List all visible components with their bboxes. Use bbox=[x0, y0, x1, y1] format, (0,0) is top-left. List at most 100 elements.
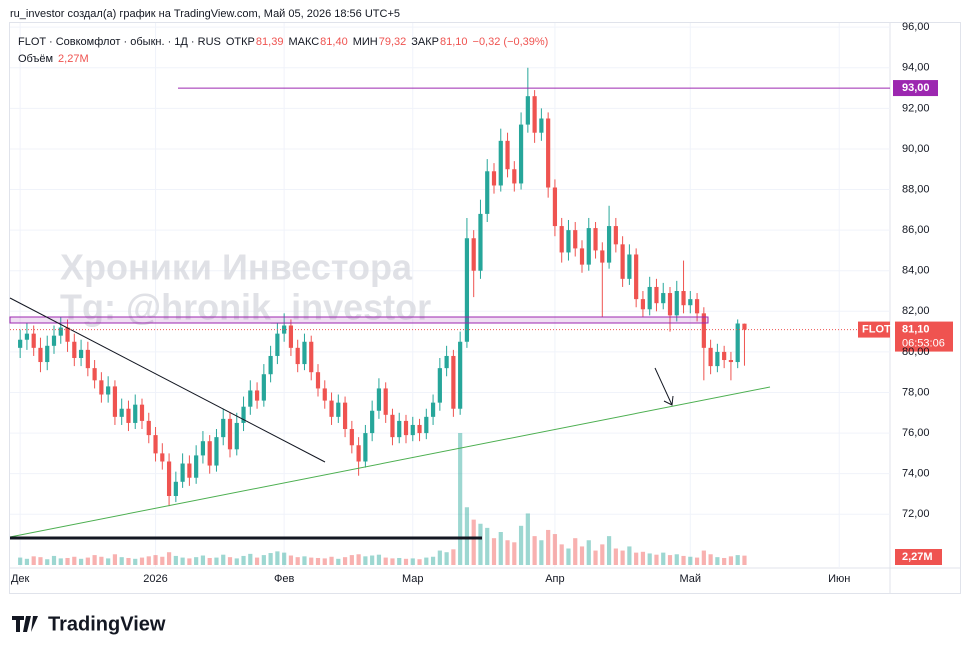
volume-bar bbox=[742, 555, 747, 565]
candle-body bbox=[166, 461, 172, 496]
volume-bar bbox=[173, 555, 178, 565]
trend-line bbox=[9, 297, 326, 463]
y-tick-label: 92,00 bbox=[902, 102, 930, 114]
candle-body bbox=[309, 341, 314, 373]
candle-body bbox=[579, 248, 585, 265]
candle-body bbox=[363, 433, 368, 462]
volume-bar bbox=[397, 557, 402, 565]
y-tick-label: 96,00 bbox=[902, 21, 930, 33]
y-tick-label: 74,00 bbox=[902, 468, 930, 480]
candle-body bbox=[241, 406, 246, 423]
volume-bar bbox=[694, 557, 700, 565]
volume-scale-label: 2,27M bbox=[902, 551, 933, 563]
y-tick-label: 84,00 bbox=[902, 265, 930, 277]
volume-bar bbox=[370, 555, 375, 565]
volume-bar bbox=[227, 557, 233, 565]
candle-body bbox=[518, 124, 524, 184]
volume-bar bbox=[153, 555, 158, 565]
volume-bar bbox=[51, 555, 57, 565]
volume-bar bbox=[146, 556, 151, 565]
volume-bar bbox=[356, 554, 361, 565]
volume-bar bbox=[363, 556, 368, 565]
price-badge-label: 81,10 bbox=[902, 323, 930, 335]
candle-body bbox=[261, 374, 266, 401]
candle-body bbox=[559, 226, 564, 253]
candle-body bbox=[221, 418, 226, 438]
y-tick-label: 82,00 bbox=[902, 305, 930, 317]
symbol-badge bbox=[858, 321, 890, 338]
volume-bar bbox=[160, 556, 165, 565]
volume-bar bbox=[546, 529, 551, 565]
candle-body bbox=[254, 390, 260, 401]
level-badge bbox=[893, 80, 938, 97]
overlay: 93,00 FLOT 81,10 06:53:06 bbox=[10, 80, 953, 352]
volume-bar bbox=[674, 554, 679, 565]
footer-brand: TradingView bbox=[48, 613, 166, 635]
candle-body bbox=[302, 341, 307, 365]
legend-key: МАКС bbox=[288, 36, 319, 48]
volume-bar bbox=[688, 556, 693, 565]
candle-body bbox=[458, 341, 463, 409]
candle-body bbox=[65, 327, 70, 342]
candle-body bbox=[478, 213, 483, 271]
volume-bar bbox=[166, 552, 172, 565]
volume-bar bbox=[200, 555, 206, 565]
candle-body bbox=[410, 424, 415, 436]
candle-body bbox=[72, 341, 77, 358]
volume-bar bbox=[627, 546, 632, 565]
legend-key: ОТКР bbox=[226, 36, 255, 48]
legend-key: МИН bbox=[353, 36, 378, 48]
candle-body bbox=[694, 299, 700, 314]
volume-bar bbox=[593, 550, 598, 565]
frame bbox=[9, 22, 961, 594]
volume-bar bbox=[573, 538, 578, 565]
volume-bar bbox=[667, 555, 673, 565]
candle-body bbox=[430, 402, 436, 417]
candle-body bbox=[593, 228, 598, 251]
volume-bar bbox=[214, 557, 219, 565]
volume-bar bbox=[390, 558, 395, 565]
volume-bar bbox=[451, 549, 456, 565]
candle-body bbox=[78, 349, 84, 358]
candle-body bbox=[119, 408, 124, 417]
volume-bar bbox=[539, 540, 544, 565]
volume-bar bbox=[559, 544, 564, 565]
watermark: Хроники Инвестора bbox=[60, 247, 413, 288]
legend: FLOT · Совкомфлот · обыкн. · 1Д · RUS ОТК… bbox=[18, 36, 548, 65]
candle-body bbox=[512, 169, 517, 184]
trend-line bbox=[9, 386, 771, 538]
volume-bar bbox=[24, 558, 30, 565]
price-badge bbox=[895, 321, 953, 352]
candle-body bbox=[546, 118, 551, 188]
candle-body bbox=[620, 244, 625, 279]
candle-body bbox=[397, 420, 402, 438]
candle-body bbox=[99, 380, 104, 395]
volume-bar bbox=[322, 558, 327, 565]
volume-bar bbox=[315, 557, 321, 565]
candle-body bbox=[532, 96, 537, 133]
candle-body bbox=[194, 455, 199, 478]
volume-bar bbox=[424, 557, 429, 565]
candle-body bbox=[627, 254, 632, 279]
candle-body bbox=[654, 286, 659, 304]
legend-value: 79,32 bbox=[379, 36, 407, 48]
candle-body bbox=[376, 388, 382, 411]
volume-bar bbox=[525, 513, 530, 565]
volume-bar bbox=[620, 550, 625, 565]
candle-body bbox=[234, 422, 239, 450]
candle-body bbox=[390, 414, 395, 438]
candle-body bbox=[424, 416, 429, 434]
candle-body bbox=[200, 441, 206, 456]
volume-bar bbox=[329, 556, 334, 565]
candle-body bbox=[342, 402, 348, 430]
volume-bar bbox=[85, 557, 90, 565]
candle-body bbox=[674, 291, 679, 316]
volume-bar bbox=[417, 559, 422, 565]
candle-body bbox=[681, 291, 686, 306]
volume-bar bbox=[437, 550, 442, 565]
volume-bar bbox=[532, 536, 537, 565]
volume-bar bbox=[634, 552, 639, 565]
y-tick-label: 80,00 bbox=[902, 346, 930, 358]
candle-body bbox=[248, 390, 253, 407]
volume-bar bbox=[458, 433, 463, 565]
